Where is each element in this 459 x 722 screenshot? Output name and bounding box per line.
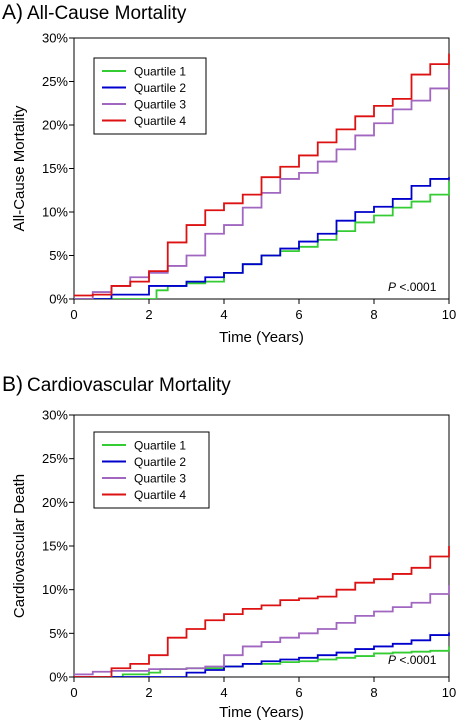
p-value-annotation: P <.0001 — [388, 653, 437, 667]
series-line-quartile-2 — [74, 632, 450, 677]
chart-panel-b: B) Cardiovascular Mortality 0% 5% 10% 15% 20% 2… — [2, 373, 456, 721]
x-tick-label: 10 — [442, 307, 456, 322]
x-tick-label: 10 — [442, 685, 456, 700]
panel-title-text: All-Cause Mortality — [27, 3, 187, 24]
x-tick-label: 2 — [145, 685, 152, 700]
x-tick-label: 4 — [220, 307, 227, 322]
series-line-quartile-4 — [74, 546, 450, 677]
legend: Quartile 1 Quartile 2 Quartile 3 Quartile 4 — [93, 431, 210, 509]
x-tick-label: 4 — [220, 685, 227, 700]
x-tick-label: 0 — [70, 307, 77, 322]
y-tick-label: 15% — [42, 539, 68, 554]
series-group — [74, 546, 450, 677]
x-axis-label: Time (Years) — [219, 704, 304, 721]
y-axis-label: All-Cause Mortality — [11, 105, 28, 231]
panel-letter: B) — [2, 373, 23, 396]
x-tick-label: 2 — [145, 307, 152, 322]
series-line-quartile-1 — [74, 646, 450, 677]
y-tick-label: 5% — [49, 626, 68, 641]
p-value-text: <.0001 — [396, 280, 437, 294]
x-tick-label: 6 — [295, 307, 302, 322]
y-tick-label: 25% — [42, 451, 68, 466]
legend-label: Quartile 1 — [134, 65, 186, 79]
y-tick-label: 10% — [42, 205, 68, 220]
legend-label: Quartile 3 — [134, 98, 186, 112]
x-tick-label: 8 — [370, 685, 377, 700]
x-tick-label: 6 — [295, 685, 302, 700]
y-tick-label: 20% — [42, 118, 68, 133]
y-tick-label: 0% — [49, 670, 68, 685]
chart-panel-a: A) All-Cause Mortality0%5%10%15%20%25%30%… — [2, 1, 456, 346]
chart-title: A) All-Cause Mortality — [2, 1, 187, 24]
y-tick-label: 30% — [42, 31, 68, 46]
series-line-quartile-4 — [74, 53, 450, 297]
y-axis-label: Cardiovascular Death — [11, 474, 28, 618]
series-group — [74, 53, 450, 299]
panel-title-text: Cardiovascular Mortality — [27, 375, 231, 396]
panel-letter: A) — [2, 1, 23, 24]
p-value-italic: P — [388, 280, 396, 294]
chart-title: B) Cardiovascular Mortality — [2, 373, 231, 396]
p-value-text: <.0001 — [396, 653, 437, 667]
legend-label: Quartile 4 — [134, 114, 186, 128]
legend-label: Quartile 4 — [134, 488, 186, 502]
y-tick-label: 25% — [42, 74, 68, 89]
legend-label: Quartile 2 — [134, 455, 186, 469]
legend: Quartile 1 Quartile 2 Quartile 3 Quartile 4 — [93, 57, 207, 135]
series-line-quartile-3 — [74, 585, 450, 676]
y-tick-label: 0% — [49, 292, 68, 307]
x-tick-label: 0 — [70, 685, 77, 700]
y-tick-label: 30% — [42, 408, 68, 423]
y-tick-label: 10% — [42, 582, 68, 597]
x-axis-label: Time (Years) — [219, 329, 304, 346]
y-tick-label: 20% — [42, 495, 68, 510]
legend-label: Quartile 1 — [134, 439, 186, 453]
p-value-annotation: P <.0001 — [388, 280, 437, 294]
y-tick-label: 15% — [42, 161, 68, 176]
legend-label: Quartile 2 — [134, 81, 186, 95]
y-tick-label: 5% — [49, 248, 68, 263]
legend-label: Quartile 3 — [134, 472, 186, 486]
series-line-quartile-2 — [74, 177, 450, 299]
p-value-italic: P — [388, 653, 396, 667]
x-tick-label: 8 — [370, 307, 377, 322]
